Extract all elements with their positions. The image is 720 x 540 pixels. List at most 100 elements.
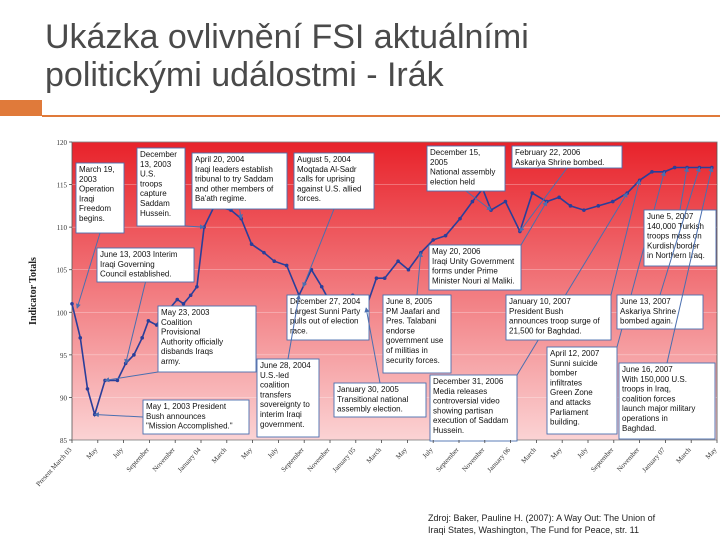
fsi-data-point (582, 208, 586, 212)
annotation-text: June 13, 2003 Interim (100, 250, 178, 259)
annotation-text: 21,500 for Baghdad. (509, 326, 582, 335)
annotation-text: race. (290, 326, 308, 335)
fsi-data-point (85, 387, 90, 391)
annotation-text: government. (260, 420, 304, 429)
source-citation: Zdroj: Baker, Pauline H. (2007): A Way O… (428, 512, 718, 536)
x-tick-label: July (266, 446, 280, 460)
x-tick-label: November (461, 445, 487, 473)
annotation-text: controversial video (433, 397, 500, 406)
annotation-text: Iraqi Governing (100, 260, 155, 269)
annotation-box (157, 305, 257, 373)
x-tick-label: January 04 (176, 446, 203, 474)
x-tick-label: November (306, 445, 332, 473)
x-tick-label: March (520, 446, 539, 465)
annotation-text: troops (140, 179, 162, 188)
annotation-text: Council established. (100, 270, 172, 279)
annotation-text: execution of Saddam (433, 416, 508, 425)
y-tick-label: 110 (57, 224, 68, 232)
annotation-text: 13, 2003 (140, 160, 172, 169)
annotation-pointer (465, 190, 492, 211)
x-tick-label: May (704, 446, 719, 461)
annotation-text: Bush announces (146, 412, 206, 421)
y-tick-label: 120 (57, 139, 68, 147)
annotation-callout: March 19,2003OperationIraqiFreedombegins… (75, 162, 125, 309)
slide-title-line-2: politickými událostmi - Irák (45, 56, 444, 94)
x-tick-label: July (111, 446, 125, 460)
annotation-text: transfers (260, 390, 291, 399)
annotation-box (286, 294, 370, 341)
fsi-data-point (140, 336, 144, 340)
annotation-text: December 31, 2006 (433, 377, 504, 386)
annotation-text: Askariya Shrine bombed. (515, 158, 604, 167)
annotation-text: Kurdish border (647, 241, 700, 250)
y-tick-label: 90 (60, 394, 68, 402)
annotation-text: June 5, 2007 (647, 212, 694, 221)
x-tick-label: November (151, 445, 177, 473)
annotation-box (546, 346, 618, 435)
annotation-text: Provisional (161, 328, 200, 337)
annotation-text: Moqtada Al-Sadr (297, 165, 357, 174)
annotation-text: Authority officially (161, 337, 223, 346)
annotation-pointer (516, 192, 628, 376)
source-line-2: Iraqi States, Washington, The Fund for P… (428, 525, 639, 535)
annotation-text: June 28, 2004 (260, 361, 311, 370)
annotation-box (142, 399, 250, 435)
annotation-text: Ba'ath regime. (195, 194, 246, 203)
annotation-text: in Northern Iraq. (647, 251, 705, 260)
x-tick-label: September (435, 445, 461, 473)
fsi-data-point (568, 204, 573, 208)
x-tick-label: January 05 (331, 446, 358, 474)
annotation-box (428, 244, 522, 291)
fsi-data-point (650, 170, 654, 174)
annotation-text: coalition (260, 381, 289, 390)
slide-title-line-1: Ukázka ovlivnění FSI aktuálními (45, 18, 529, 56)
fsi-data-point (374, 276, 379, 281)
x-tick-label: May (85, 446, 100, 461)
annotation-text: National assembly (430, 168, 495, 177)
annotation-text: 2005 (430, 158, 448, 167)
annotation-text: showing partisan (433, 406, 493, 415)
annotation-text: U.S. (140, 170, 156, 179)
fsi-data-point (195, 284, 199, 289)
x-tick-label: May (394, 446, 409, 461)
y-tick-label: 85 (60, 437, 68, 445)
fsi-data-point (557, 195, 561, 200)
annotation-text: bombed again. (620, 317, 673, 326)
annotation-box (382, 294, 452, 374)
annotation-text: army. (161, 357, 180, 366)
annotation-text: of militias in (386, 346, 428, 355)
fsi-data-point (175, 297, 180, 302)
fsi-data-point (132, 353, 136, 357)
annotation-text: Iraqi Unity Government (432, 257, 515, 266)
annotation-text: assembly election. (337, 405, 403, 414)
y-tick-label: 115 (57, 182, 68, 190)
annotation-pointer (666, 166, 714, 364)
x-tick-label: May (549, 446, 564, 461)
fsi-data-point (610, 199, 615, 204)
annotation-text: Iraqi leaders establish (195, 165, 273, 174)
fsi-data-point (188, 293, 193, 298)
annotation-text: Operation (79, 185, 114, 194)
annotation-box (429, 374, 518, 442)
fsi-data-point (146, 319, 151, 323)
annotation-text: June 16, 2007 (622, 365, 673, 374)
annotation-text: troops in Iraq, (622, 385, 671, 394)
annotation-text: begins. (79, 214, 105, 223)
annotation-text: Hussein. (433, 426, 464, 435)
annotation-text: pulls out of election (290, 317, 359, 326)
annotation-text: Media releases (433, 387, 487, 396)
x-tick-label: September (280, 445, 306, 473)
y-tick-label: 105 (57, 267, 68, 275)
annotation-text: Minister Nouri al Maliki. (432, 276, 515, 285)
fsi-data-point (181, 301, 186, 306)
y-axis-label: Indicator Totals (28, 257, 39, 325)
